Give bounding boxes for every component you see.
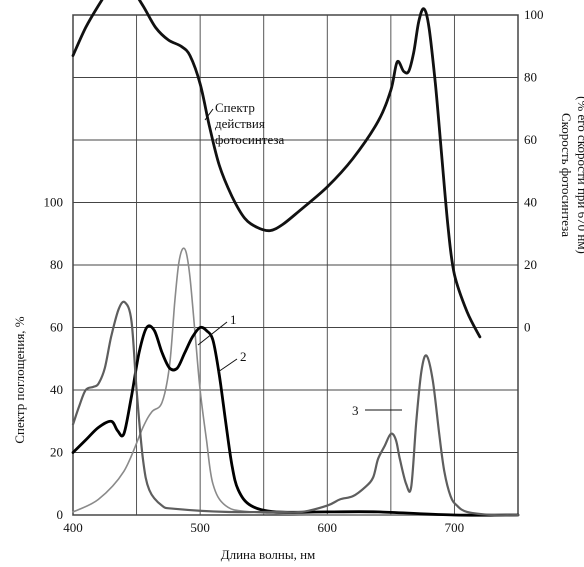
action-spectrum-label-2: действия [215, 116, 265, 131]
absorption-curve-1 [72, 247, 519, 517]
series-layer [71, 0, 520, 517]
y-left-tick-label: 60 [50, 320, 63, 335]
y-axis-right-label-line2: (% его скорости при 670 нм) [575, 96, 584, 254]
action-spectrum-leader [204, 108, 214, 121]
action-spectrum-label-3: фотосинтеза [215, 132, 285, 147]
y-axis-right-label-line1: Скорость фотосинтеза [559, 113, 574, 237]
ticks-layer: 400 500 600 700 0 20 40 60 80 100 0 20 40 60 80 100 [44, 7, 544, 535]
curve-1-label: 1 [230, 312, 237, 327]
y-right-tick-label: 80 [524, 70, 537, 85]
x-tick-label: 500 [190, 520, 210, 535]
absorption-curve-3 [71, 300, 520, 517]
curve-2-label: 2 [240, 349, 247, 364]
y-right-tick-label: 20 [524, 257, 537, 272]
x-tick-label: 400 [63, 520, 83, 535]
y-left-tick-label: 0 [57, 507, 64, 522]
y-left-tick-label: 100 [44, 195, 64, 210]
action-spectrum-curve [71, 0, 482, 339]
x-tick-label: 600 [318, 520, 338, 535]
curve-3-label: 3 [352, 403, 359, 418]
curve-2-leader [217, 358, 238, 373]
y-right-tick-label: 100 [524, 7, 544, 22]
y-left-tick-label: 40 [50, 382, 63, 397]
y-right-tick-label: 60 [524, 132, 537, 147]
action-spectrum-label-1: Спектр [215, 100, 255, 115]
y-left-tick-label: 20 [50, 445, 63, 460]
y-right-tick-label: 0 [524, 320, 531, 335]
curve-1-leader [197, 321, 228, 346]
y-right-tick-label: 40 [524, 195, 537, 210]
x-axis-label: Длина волны, нм [221, 547, 316, 562]
y-left-tick-label: 80 [50, 257, 63, 272]
absorption-curve-2 [71, 324, 520, 517]
x-tick-label: 700 [445, 520, 465, 535]
y-axis-left-label: Спектр поглощения, % [12, 316, 27, 443]
